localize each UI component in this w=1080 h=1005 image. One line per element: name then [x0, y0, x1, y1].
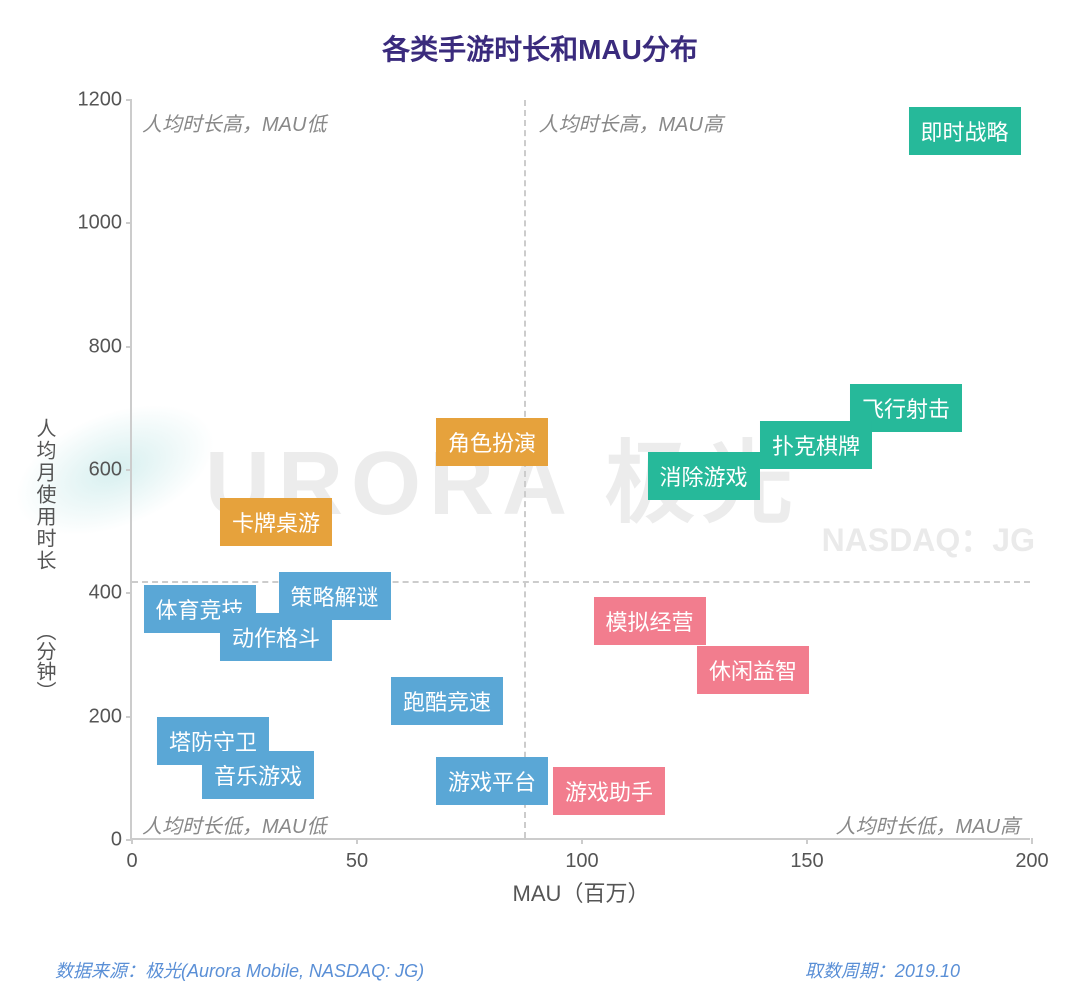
- y-tick-mark: [126, 346, 132, 348]
- y-tick-label: 800: [72, 335, 122, 358]
- y-axis-label: 人均月使用时长: [30, 418, 59, 572]
- data-point: 消除游戏: [647, 452, 759, 500]
- footer-source: 数据来源：极光(Aurora Mobile, NASDAQ: JG): [55, 957, 424, 983]
- x-tick-mark: [356, 838, 358, 844]
- y-tick-label: 1000: [72, 212, 122, 235]
- y-tick-label: 400: [72, 582, 122, 605]
- quadrant-label-bl: 人均时长低，MAU低: [142, 810, 326, 839]
- chart-title: 各类手游时长和MAU分布: [0, 0, 1080, 68]
- x-tick-label: 100: [565, 850, 598, 873]
- y-tick-mark: [126, 99, 132, 101]
- data-point: 动作格斗: [220, 613, 332, 661]
- quadrant-label-tr: 人均时长高，MAU高: [539, 108, 723, 137]
- data-point: 休闲益智: [697, 646, 809, 694]
- y-tick-mark: [126, 222, 132, 224]
- data-point: 模拟经营: [593, 597, 705, 645]
- data-point: 扑克棋牌: [760, 421, 872, 469]
- y-tick-label: 0: [72, 829, 122, 852]
- data-point: 卡牌桌游: [220, 498, 332, 546]
- horizontal-divider: [132, 581, 1030, 583]
- y-tick-label: 1200: [72, 89, 122, 112]
- data-point: 角色扮演: [436, 418, 548, 466]
- x-tick-label: 200: [1015, 850, 1048, 873]
- plot-area: MAU（百万） 02004006008001000120005010015020…: [130, 100, 1030, 840]
- x-tick-mark: [806, 838, 808, 844]
- y-tick-label: 600: [72, 459, 122, 482]
- footer-period: 取数周期：2019.10: [805, 957, 960, 983]
- data-point: 即时战略: [908, 107, 1020, 155]
- x-tick-mark: [131, 838, 133, 844]
- x-tick-label: 0: [126, 850, 137, 873]
- x-tick-label: 50: [346, 850, 368, 873]
- data-point: 音乐游戏: [202, 751, 314, 799]
- data-point: 游戏平台: [436, 757, 548, 805]
- y-tick-mark: [126, 592, 132, 594]
- y-axis-unit: （分钟）: [30, 621, 59, 701]
- x-tick-mark: [581, 838, 583, 844]
- chart-container: URORA 极光 NASDAQ：JG 人均月使用时长 （分钟） MAU（百万） …: [55, 80, 1055, 910]
- x-tick-label: 150: [790, 850, 823, 873]
- quadrant-label-tl: 人均时长高，MAU低: [142, 108, 326, 137]
- x-axis-label: MAU（百万）: [513, 876, 650, 908]
- x-tick-mark: [1031, 838, 1033, 844]
- quadrant-label-br: 人均时长低，MAU高: [836, 810, 1020, 839]
- data-point: 跑酷竞速: [391, 677, 503, 725]
- y-tick-label: 200: [72, 705, 122, 728]
- y-tick-mark: [126, 716, 132, 718]
- y-tick-mark: [126, 469, 132, 471]
- data-point: 游戏助手: [553, 767, 665, 815]
- vertical-divider: [524, 100, 526, 838]
